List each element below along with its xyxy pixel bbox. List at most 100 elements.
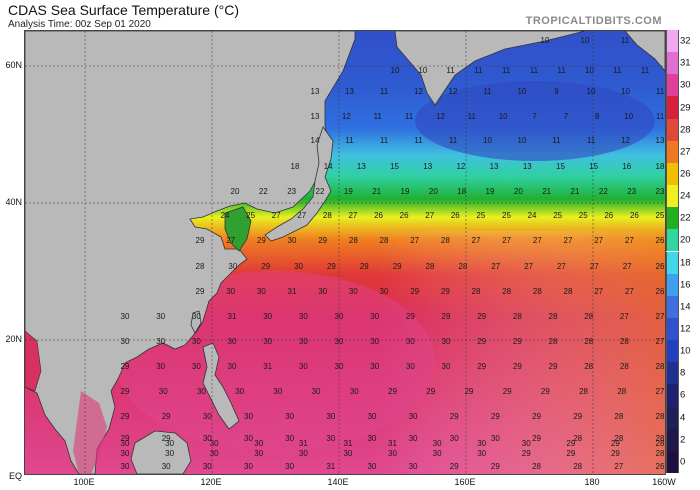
sst-value: 30 [380,287,389,296]
sst-map: 10 10 11 10 10 11 11 11 11 11 10 11 11 13 13 11 12 12 11 10… [24,30,666,475]
sst-value: 26 [656,262,665,271]
sst-value: 27 [410,236,419,245]
colorbar-level-label: 28 [680,124,691,136]
sst-value: 10 [483,136,492,145]
sst-value: 11 [446,66,455,75]
sst-value: 19 [344,187,353,196]
sst-value: 28 [549,337,558,346]
sst-value: 27 [524,262,533,271]
sst-value: 30 [285,462,294,471]
sst-value: 8 [595,112,600,121]
sst-value: 20 [514,187,523,196]
sst-value: 31 [263,362,272,371]
sst-value: 30 [192,337,201,346]
sst-value: 28 [614,412,623,421]
sst-value: 10 [391,66,400,75]
sst-value: 30 [254,439,263,448]
colorbar: 32 31 30 29 28 27 26 24 22 20 18 16 14 12 10 8 6 4 2 0 [666,30,700,473]
sst-value: 30 [257,287,266,296]
sst-value: 30 [165,439,174,448]
sst-value: 11 [587,136,596,145]
sst-value: 29 [257,236,266,245]
sst-value: 30 [367,412,376,421]
sst-value: 30 [192,362,201,371]
sst-value: 29 [522,449,531,458]
sst-value: 25 [553,211,562,220]
sst-value: 28 [426,262,435,271]
lat-label-eq: EQ [8,471,22,481]
colorbar-level-label: 8 [680,367,686,379]
sst-value: 13 [357,162,366,171]
sst-value: 29 [477,312,486,321]
sst-value-labels: 10 10 11 10 10 11 11 11 11 11 10 11 11 13 13 11 12 12 11 10… [121,36,665,471]
sst-value: 29 [121,434,130,443]
sst-value: 29 [503,387,512,396]
sst-value: 12 [414,87,423,96]
sst-value: 29 [611,439,620,448]
taiwan [190,310,202,334]
sst-value: 30 [343,449,352,458]
sst-value: 29 [549,362,558,371]
sst-value: 28 [573,462,582,471]
sst-value: 28 [656,449,665,458]
sst-value: 28 [656,434,665,443]
sst-value: 30 [192,312,201,321]
sst-value: 27 [656,337,665,346]
sst-value: 11 [380,87,389,96]
sst-value: 30 [335,362,344,371]
sst-value: 28 [549,312,558,321]
sst-value: 27 [348,211,357,220]
colorbar-swatch [666,406,679,429]
sst-value: 23 [656,187,665,196]
sst-value: 30 [367,462,376,471]
sst-value: 29 [121,412,130,421]
lat-label-20n: 20N [5,334,22,344]
cold-core [415,81,655,161]
sst-value: 30 [263,312,272,321]
sst-value: 30 [326,434,335,443]
colorbar-level-label: 0 [680,456,686,468]
sst-value: 30 [294,262,303,271]
sst-value: 14 [311,136,320,145]
sst-value: 30 [350,387,359,396]
sst-value: 15 [589,162,598,171]
colorbar-swatch [666,251,679,274]
colorbar-swatch [666,428,679,451]
sst-value: 29 [441,287,450,296]
sst-value: 30 [299,337,308,346]
sst-value: 30 [162,462,171,471]
sst-value: 29 [360,262,369,271]
sst-value: 7 [532,112,537,121]
sst-value: 22 [259,187,268,196]
sst-value: 22 [316,187,325,196]
sst-value: 11 [621,36,630,45]
colorbar-swatch [666,30,679,53]
lat-label-40n: 40N [5,197,22,207]
sst-value: 30 [228,262,237,271]
sst-value: 29 [532,412,541,421]
sst-value: 15 [390,162,399,171]
sst-value: 27 [623,262,632,271]
colorbar-level-label: 27 [680,146,691,158]
sst-value: 30 [235,387,244,396]
sst-value: 29 [566,449,575,458]
sst-value: 10 [581,36,590,45]
colorbar-swatch [666,384,679,407]
sst-value: 30 [370,362,379,371]
sst-value: 26 [656,287,665,296]
sst-value: 29 [393,262,402,271]
sst-value: 10 [418,66,427,75]
sst-value: 29 [196,236,205,245]
sst-value: 21 [372,187,381,196]
sst-value: 31 [228,312,237,321]
sst-value: 30 [244,412,253,421]
colorbar-level-label: 10 [680,345,691,357]
colorbar-swatch [666,185,679,208]
sst-value: 28 [564,287,573,296]
colorbar-level-label: 31 [680,57,691,69]
sst-value: 28 [323,211,332,220]
sst-value: 30 [299,449,308,458]
sst-value: 26 [451,211,460,220]
sst-value: 30 [370,312,379,321]
sst-value: 30 [210,449,219,458]
